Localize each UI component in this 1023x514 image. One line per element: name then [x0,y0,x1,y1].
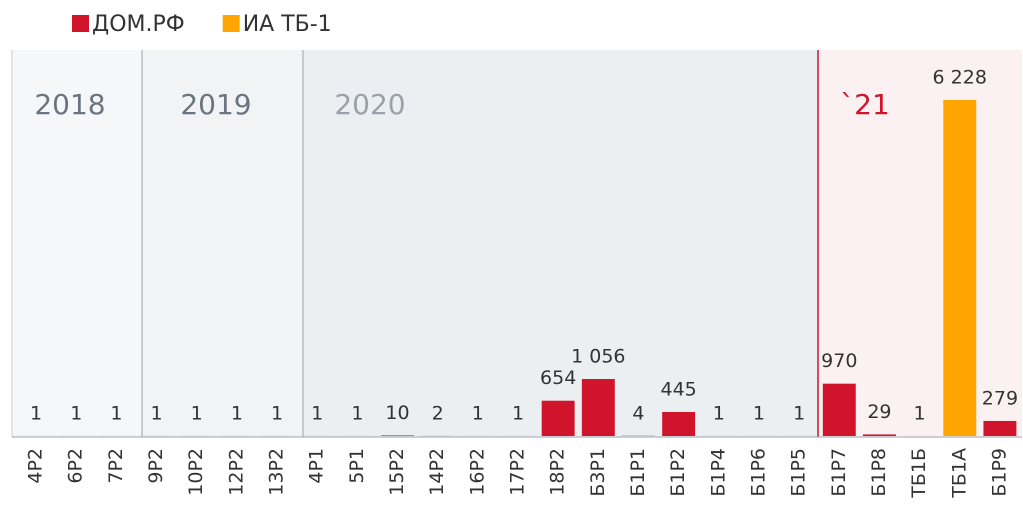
value-label: 1 [30,402,42,424]
x-tick-label: 17Р2 [507,448,529,496]
bar [581,379,615,436]
value-label: 4 [632,402,644,424]
bar [943,100,977,436]
period-label: 2018 [34,88,105,121]
value-label: 1 [472,402,484,424]
value-label: 1 [271,402,283,424]
value-label: 1 [70,402,82,424]
value-label: 654 [540,367,576,389]
value-label: 279 [982,387,1018,409]
x-tick-label: 5Р1 [346,448,368,484]
period-label: `21 [840,88,890,121]
x-tick-label: Б1Р8 [868,448,890,497]
legend-label: ДОМ.РФ [92,12,185,37]
value-label: 1 [793,402,805,424]
x-tick-label: 13Р2 [266,448,288,496]
x-tick-label: 16Р2 [466,448,488,496]
x-tick-label: 9Р2 [145,448,167,484]
x-tick-label: Б1Р1 [627,448,649,497]
x-tick-label: 7Р2 [105,448,127,484]
value-label: 10 [385,402,409,424]
x-tick-label: Б1Р4 [707,448,729,497]
x-tick-label: Б1Р7 [828,448,850,497]
value-label: 6 228 [933,67,987,89]
value-label: 1 [351,402,363,424]
x-tick-label: 10Р2 [185,448,207,496]
legend-swatch [72,15,89,32]
x-tick-label: Б1Р5 [788,448,810,497]
bar [983,420,1017,436]
value-label: 1 [713,402,725,424]
value-label: 1 [151,402,163,424]
period-bg [12,50,142,437]
value-label: 1 056 [571,346,625,368]
x-tick-label: 4Р1 [306,448,328,484]
value-label: 1 [110,402,122,424]
bar [541,400,575,436]
period-label: 2020 [334,88,405,121]
period-label: 2019 [180,88,251,121]
x-tick-label: Б1Р9 [988,448,1010,497]
period-bg [142,50,303,437]
value-label: 970 [821,350,857,372]
x-tick-label: Б1Р6 [747,448,769,497]
x-tick-label: 15Р2 [386,448,408,496]
value-label: 1 [753,402,765,424]
legend-swatch [222,15,240,32]
value-label: 1 [231,402,243,424]
value-label: 1 [191,402,203,424]
x-tick-label: 18Р2 [547,448,569,496]
period-bg [303,50,818,437]
x-tick-label: 6Р2 [65,448,87,484]
x-tick-label: ТБ1Б [908,448,930,499]
x-tick-label: 14Р2 [426,448,448,496]
x-tick-label: Б1Р2 [667,448,689,497]
period-bg [818,50,1022,437]
value-label: 2 [432,402,444,424]
x-tick-label: Б3Р1 [587,448,609,497]
bar [862,434,896,436]
value-label: 1 [311,402,323,424]
value-label: 445 [661,378,697,400]
x-tick-label: 4Р2 [25,448,47,484]
value-label: 29 [867,401,891,423]
x-tick-label: 12Р2 [225,448,247,496]
legend-label: ИА ТБ-1 [243,12,332,37]
value-label: 1 [512,402,524,424]
bar [822,383,856,436]
x-tick-label: ТБ1А [948,448,970,499]
bar [662,411,696,436]
bar [381,435,414,436]
value-label: 1 [914,402,926,424]
